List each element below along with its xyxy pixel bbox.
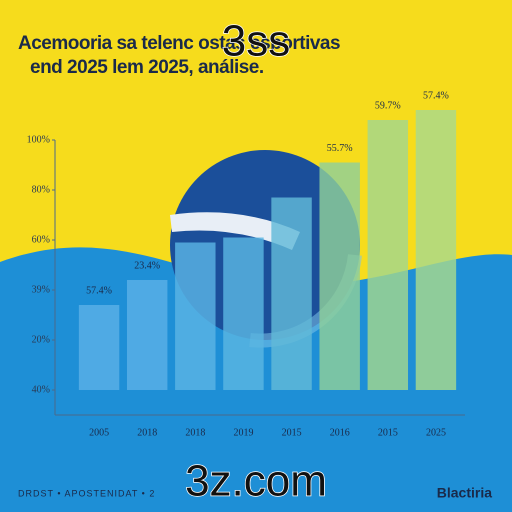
x-tick-label: 2016 [330, 427, 350, 438]
x-tick-label: 2025 [426, 427, 446, 438]
annotation: 55.7% [327, 143, 353, 154]
y-tick-label: 40% [32, 384, 50, 395]
annotation: 23.4% [134, 260, 160, 271]
y-tick-label: 20% [32, 334, 50, 345]
annotation: 57.4% [86, 285, 112, 296]
bar [319, 162, 360, 390]
annotation: 57.4% [423, 90, 449, 101]
x-tick-label: 2019 [233, 427, 253, 438]
overlay-text: 3ss [222, 17, 290, 66]
footer: DRDST • APOSTENIDAT • 2 [18, 488, 155, 498]
bar [126, 280, 168, 390]
y-tick-label: 39% [32, 284, 50, 295]
overlay-text: 3z.com [185, 457, 327, 506]
ball-band [170, 212, 300, 250]
x-tick-label: 2015 [282, 427, 302, 438]
annotation: 59.7% [375, 100, 401, 111]
x-tick-label: 2005 [89, 427, 109, 438]
y-tick-label: 100% [27, 134, 50, 145]
chart-subtitle: end 2025 lem 2025, análise. [30, 57, 264, 78]
bar [78, 305, 120, 390]
bar [415, 110, 457, 390]
chart-title: Acemooria sa telenc ostas esportivas [18, 33, 340, 54]
x-tick-label: 2015 [378, 427, 398, 438]
bar [175, 242, 216, 390]
bar [367, 120, 409, 390]
x-tick-label: 2018 [185, 427, 205, 438]
x-tick-label: 2018 [137, 427, 157, 438]
brand: Blactiria [437, 485, 492, 501]
y-tick-label: 80% [32, 184, 50, 195]
y-tick-label: 60% [32, 234, 50, 245]
bar [271, 197, 312, 390]
ball [170, 150, 360, 340]
bar [223, 237, 264, 390]
